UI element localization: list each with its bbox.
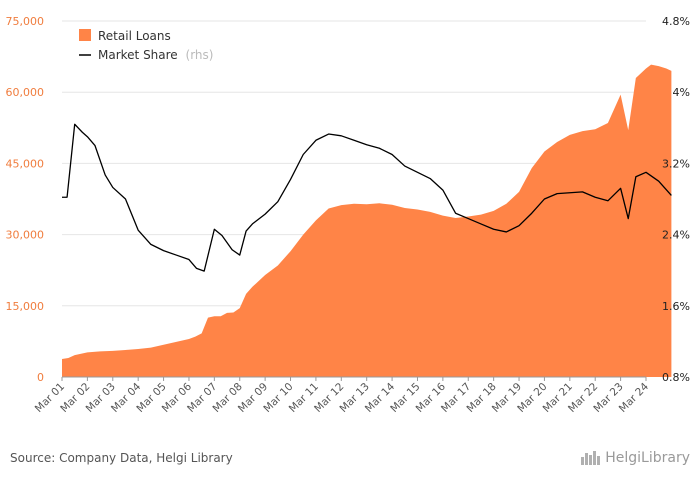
legend-label-market-share-note: (rhs) xyxy=(186,48,214,62)
legend-label-market-share: Market Share (rhs) xyxy=(98,48,213,62)
area-retail-loans xyxy=(62,64,672,378)
y-left-tick-label: 15,000 xyxy=(6,300,45,313)
line-market-share xyxy=(62,123,672,272)
y-left-tick-label: 0 xyxy=(37,371,44,384)
y-left-tick-label: 75,000 xyxy=(6,15,45,28)
y-axis-left: 0 15,000 30,000 45,000 60,000 75,000 xyxy=(6,15,45,384)
legend: Retail Loans Market Share (rhs) xyxy=(79,29,213,62)
y-left-tick-label: 60,000 xyxy=(6,86,45,99)
y-right-tick-label: 3.2% xyxy=(662,157,690,170)
y-right-tick-label: 2.4% xyxy=(662,229,690,242)
y-right-tick-label: 4.8% xyxy=(662,15,690,28)
library-icon xyxy=(581,451,601,465)
brand-logo: HelgiLibrary xyxy=(581,450,690,466)
legend-label-market-share-text: Market Share xyxy=(98,48,178,62)
y-right-tick-label: 4% xyxy=(673,86,690,99)
brand-name: HelgiLibrary xyxy=(605,450,690,466)
y-right-tick-label: 0.8% xyxy=(662,371,690,384)
legend-label-retail-loans: Retail Loans xyxy=(98,29,171,43)
area-layer xyxy=(62,64,672,378)
y-left-tick-label: 30,000 xyxy=(6,229,45,242)
line-layer xyxy=(62,123,672,272)
y-axis-right: 0.8% 1.6% 2.4% 3.2% 4% 4.8% xyxy=(662,15,690,384)
legend-swatch-retail-loans xyxy=(79,29,91,41)
y-right-tick-label: 1.6% xyxy=(662,300,690,313)
source-note: Source: Company Data, Helgi Library xyxy=(10,451,233,465)
y-left-tick-label: 45,000 xyxy=(6,157,45,170)
